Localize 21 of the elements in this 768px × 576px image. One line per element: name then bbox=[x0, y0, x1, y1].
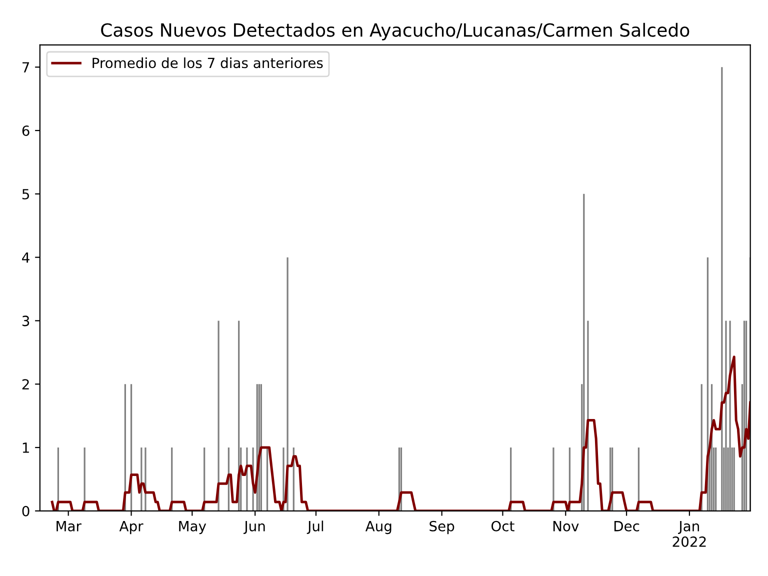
x-tick-label: Mar bbox=[56, 521, 82, 532]
y-tick-label: 3 bbox=[22, 316, 30, 326]
x-tick-label: Oct bbox=[491, 520, 514, 532]
x-tick-label: Dec bbox=[614, 521, 640, 532]
y-tick-label: 5 bbox=[22, 189, 29, 200]
x-tick-label: Aug bbox=[365, 521, 392, 534]
x-tick-label: Nov bbox=[553, 521, 579, 532]
y-tick-label: 4 bbox=[22, 252, 30, 263]
x-tick-label: Jun bbox=[244, 521, 265, 534]
chart-title: Casos Nuevos Detectados en Ayacucho/Lucanas/Carmen Salcedo bbox=[101, 22, 690, 40]
y-tick-label: 2 bbox=[22, 379, 29, 390]
y-tick-label: 0 bbox=[22, 506, 30, 516]
x-tick-label: May bbox=[179, 521, 206, 534]
x-tick-label: Jul bbox=[306, 520, 324, 534]
x-tick-label: Jan 2022 bbox=[672, 521, 706, 547]
x-tick-label: Apr bbox=[119, 521, 144, 534]
x-tick-label: Sep bbox=[430, 520, 454, 534]
y-tick-label: 1 bbox=[22, 442, 29, 453]
y-tick-label: 6 bbox=[22, 125, 30, 136]
y-tick-label: 7 bbox=[22, 62, 30, 72]
legend-label: Promedio de los 7 dias anteriores bbox=[92, 57, 323, 68]
